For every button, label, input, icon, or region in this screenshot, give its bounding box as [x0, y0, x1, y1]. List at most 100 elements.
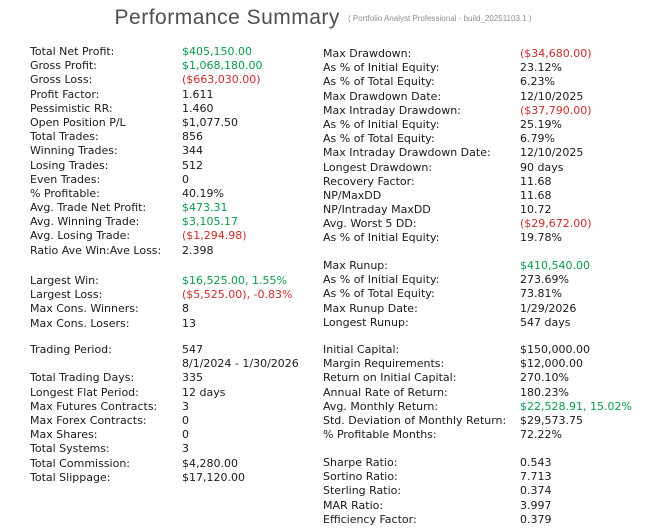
stat-row: As % of Initial Equity: 19.78%	[323, 230, 643, 244]
stat-row: NP/MaxDD 11.68	[323, 188, 643, 202]
stat-row: Longest Flat Period: 12 days	[30, 385, 322, 399]
stat-label: Trading Period:	[30, 343, 112, 356]
stat-row: Avg. Trade Net Profit: $473.31	[30, 200, 322, 214]
stat-value: 0.374	[520, 484, 552, 498]
stat-row: Max Cons. Losers: 13	[30, 316, 322, 330]
stat-label: NP/Intraday MaxDD	[323, 203, 431, 217]
stat-label: Std. Deviation of Monthly Return:	[323, 413, 507, 427]
stat-label: Ratio Ave Win:Ave Loss:	[30, 243, 162, 257]
stat-label: Avg. Worst 5 DD:	[323, 217, 417, 231]
stat-row: Open Position P/L $1,077.50	[30, 115, 322, 129]
stat-value: 335	[182, 371, 203, 385]
stat-row: As % of Total Equity: 6.23%	[323, 74, 643, 88]
stat-label: Avg. Monthly Return:	[323, 399, 439, 413]
stats-block-capital-return-stats: Initial Capital: $150,000.00 Margin Requir…	[323, 342, 643, 441]
stat-value: 10.72	[520, 203, 552, 217]
stat-row: Max Intraday Drawdown Date: 12/10/2025	[323, 145, 643, 159]
stat-row: Largest Win: $16,525.00, 1.55%	[30, 273, 322, 287]
stat-row: Profit Factor: 1.611	[30, 87, 322, 101]
stats-block-win-loss-extremes: Largest Win: $16,525.00, 1.55% Largest Los…	[30, 273, 322, 330]
stat-label: As % of Total Equity:	[323, 75, 435, 89]
stat-value: 40.19%	[182, 186, 224, 200]
stat-value: $29,573.75	[520, 413, 583, 427]
stat-row: Sharpe Ratio: 0.543	[323, 455, 643, 469]
stat-label: Longest Flat Period:	[30, 385, 139, 399]
stat-label: Pessimistic RR:	[30, 101, 113, 115]
stat-value: 0	[182, 428, 189, 442]
stat-value: ($29,672.00)	[520, 217, 592, 231]
stat-label: Max Forex Contracts:	[30, 413, 147, 427]
stat-row: Total Commission: $4,280.00	[30, 456, 322, 470]
stat-row: Pessimistic RR: 1.460	[30, 101, 322, 115]
stat-value: 8	[182, 302, 189, 316]
page-title: Performance Summary	[114, 6, 340, 29]
stat-value: 1.460	[182, 101, 214, 115]
stat-label: Total Trades:	[30, 130, 99, 144]
stat-label: As % of Total Equity:	[323, 287, 435, 301]
stat-row: Max Cons. Winners: 8	[30, 301, 322, 315]
stat-row: Avg. Losing Trade: ($1,294.98)	[30, 228, 322, 242]
stat-label: As % of Total Equity:	[323, 132, 435, 146]
stat-label: Max Drawdown Date:	[323, 89, 442, 103]
stat-value: 2.398	[182, 243, 214, 257]
stat-row: Even Trades: 0	[30, 172, 322, 186]
stat-label: Even Trades:	[30, 172, 101, 186]
stat-value: $3,105.17	[182, 215, 238, 229]
stat-value: 11.68	[520, 188, 552, 202]
stat-row: NP/Intraday MaxDD 10.72	[323, 202, 643, 216]
stat-value: 6.79%	[520, 132, 555, 146]
stat-row: 8/1/2024 - 1/30/2026	[30, 356, 322, 370]
stat-value: 7.713	[520, 470, 552, 484]
stat-row: Max Runup Date: 1/29/2026	[323, 301, 643, 315]
stat-row: Total Trading Days: 335	[30, 370, 322, 384]
stat-label: Total Commission:	[30, 456, 131, 470]
stat-row: Efficiency Factor: 0.379	[323, 512, 643, 526]
stat-value: 512	[182, 158, 203, 172]
stat-value: $12,000.00	[520, 357, 583, 371]
stat-label: Gross Loss:	[30, 73, 93, 87]
stat-row: Recovery Factor: 11.68	[323, 174, 643, 188]
stat-row: Trading Period: 547	[30, 342, 322, 356]
stat-label: Max Cons. Losers:	[30, 316, 130, 330]
stat-value: 23.12%	[520, 61, 562, 75]
stat-label: % Profitable:	[30, 186, 100, 200]
stat-row: Max Drawdown: ($34,680.00)	[323, 46, 643, 60]
stat-value: 1/29/2026	[520, 301, 577, 315]
stat-label: % Profitable Months:	[323, 428, 437, 442]
stat-value: 547	[182, 343, 203, 356]
stat-label: Longest Drawdown:	[323, 160, 433, 174]
stat-value: 12 days	[182, 385, 226, 399]
stat-value: $150,000.00	[520, 343, 590, 356]
stat-value: 25.19%	[520, 117, 562, 131]
stat-row: Longest Drawdown: 90 days	[323, 160, 643, 174]
stat-label: Total Systems:	[30, 442, 110, 456]
stat-value: $1,068,180.00	[182, 59, 263, 73]
stat-label: Margin Requirements:	[323, 357, 445, 371]
stat-row: Return on Initial Capital: 270.10%	[323, 370, 643, 384]
stat-value: $22,528.91, 15.02%	[520, 399, 632, 413]
stat-label: NP/MaxDD	[323, 188, 382, 202]
stat-label: Largest Loss:	[30, 288, 103, 302]
stat-row: Avg. Winning Trade: $3,105.17	[30, 214, 322, 228]
stat-label: Longest Runup:	[323, 315, 409, 329]
stat-label: Largest Win:	[30, 274, 99, 287]
stat-row: As % of Initial Equity: 273.69%	[323, 272, 643, 286]
stat-label: As % of Initial Equity:	[323, 61, 440, 75]
stat-value: 8/1/2024 - 1/30/2026	[182, 357, 299, 371]
stat-label: Max Cons. Winners:	[30, 302, 139, 316]
stat-value: ($37,790.00)	[520, 103, 592, 117]
stat-label: As % of Initial Equity:	[323, 231, 440, 245]
stat-label: Losing Trades:	[30, 158, 109, 172]
stat-row: Gross Profit: $1,068,180.00	[30, 58, 322, 72]
stat-label: Total Trading Days:	[30, 371, 135, 385]
stat-label: Winning Trades:	[30, 144, 118, 158]
stat-value: $1,077.50	[182, 115, 238, 129]
stats-block-drawdown-stats: Max Drawdown: ($34,680.00) As % of Initial…	[323, 46, 643, 245]
stat-value: $17,120.00	[182, 470, 245, 484]
stat-label: Annual Rate of Return:	[323, 385, 448, 399]
stat-row: Sortino Ratio: 7.713	[323, 469, 643, 483]
stat-row: Avg. Worst 5 DD: ($29,672.00)	[323, 216, 643, 230]
stat-row: Max Drawdown Date: 12/10/2025	[323, 89, 643, 103]
stat-value: 12/10/2025	[520, 89, 584, 103]
